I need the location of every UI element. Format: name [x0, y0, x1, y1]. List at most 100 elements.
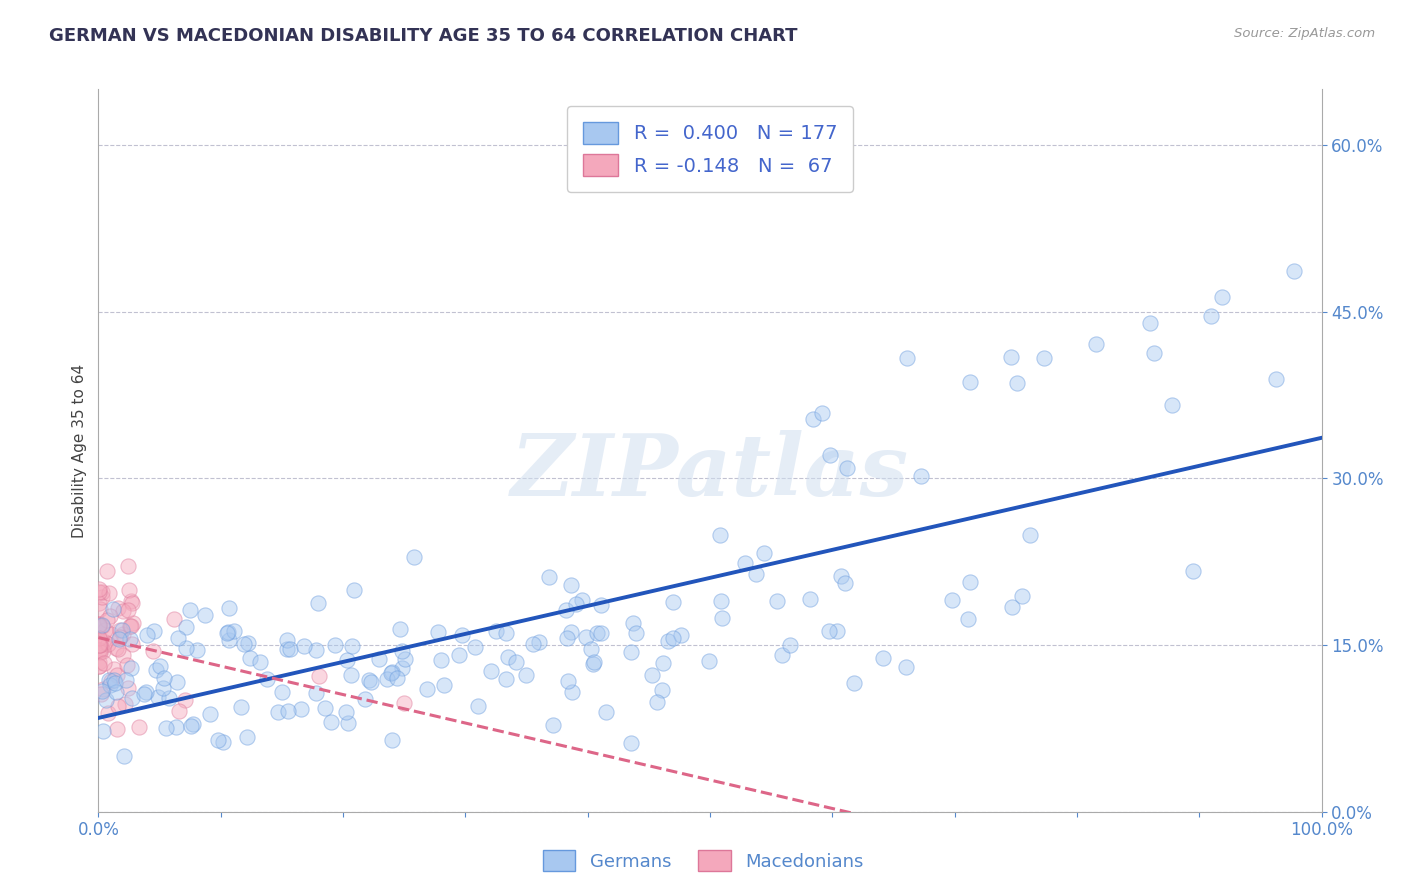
Point: [89, 638, 111, 652]
Point: [87, 616, 110, 631]
Point: [391, 644, 413, 658]
Point: [94, 635, 117, 649]
Point: [120, 619, 142, 633]
Point: [391, 661, 413, 675]
Point: [142, 644, 165, 658]
Point: [89, 602, 111, 616]
Point: [495, 625, 517, 640]
Point: [505, 655, 527, 669]
Point: [709, 528, 731, 542]
Point: [118, 632, 141, 646]
Point: [118, 583, 141, 598]
Point: [818, 448, 841, 462]
Point: [381, 665, 404, 679]
Point: [233, 636, 256, 650]
Point: [711, 611, 734, 625]
Point: [1005, 376, 1028, 390]
Point: [186, 643, 208, 657]
Point: [236, 730, 259, 744]
Point: [149, 658, 172, 673]
Point: [104, 676, 127, 690]
Point: [515, 668, 537, 682]
Point: [87, 618, 110, 632]
Point: [595, 705, 617, 719]
Point: [564, 598, 586, 612]
Point: [111, 623, 134, 637]
Point: [174, 693, 197, 707]
Point: [581, 657, 603, 671]
Point: [697, 655, 720, 669]
Point: [1161, 398, 1184, 412]
Point: [766, 594, 789, 608]
Point: [121, 596, 143, 610]
Point: [872, 651, 894, 665]
Point: [557, 674, 579, 689]
Point: [554, 603, 576, 617]
Point: [107, 699, 129, 714]
Point: [87, 631, 110, 645]
Point: [91, 618, 114, 632]
Point: [145, 663, 167, 677]
Point: [620, 736, 643, 750]
Point: [256, 672, 278, 686]
Point: [87, 642, 110, 657]
Point: [91, 644, 114, 658]
Point: [314, 700, 336, 714]
Point: [380, 666, 402, 681]
Point: [1199, 309, 1222, 323]
Point: [271, 685, 294, 699]
Point: [620, 645, 643, 659]
Point: [166, 675, 188, 690]
Point: [115, 657, 138, 672]
Point: [662, 631, 685, 645]
Point: [941, 593, 963, 607]
Point: [91, 681, 114, 696]
Point: [1032, 351, 1054, 365]
Point: [959, 375, 981, 389]
Point: [770, 648, 793, 662]
Point: [669, 628, 692, 642]
Point: [451, 628, 474, 642]
Point: [97, 673, 120, 688]
Point: [640, 667, 662, 681]
Point: [799, 591, 821, 606]
Y-axis label: Disability Age 35 to 64: Disability Age 35 to 64: [72, 363, 87, 538]
Point: [353, 692, 375, 706]
Point: [89, 643, 111, 657]
Point: [290, 702, 312, 716]
Point: [121, 637, 143, 651]
Point: [222, 624, 245, 639]
Point: [155, 721, 177, 735]
Point: [575, 630, 598, 644]
Point: [381, 732, 404, 747]
Point: [388, 622, 411, 636]
Point: [105, 667, 128, 681]
Point: [97, 637, 120, 651]
Point: [103, 673, 125, 687]
Point: [111, 626, 134, 640]
Point: [91, 585, 114, 599]
Point: [621, 616, 644, 631]
Point: [896, 351, 918, 365]
Point: [174, 641, 197, 656]
Point: [93, 656, 115, 670]
Point: [104, 685, 127, 699]
Point: [1000, 351, 1022, 365]
Text: Source: ZipAtlas.com: Source: ZipAtlas.com: [1234, 27, 1375, 40]
Point: [91, 724, 114, 739]
Point: [218, 600, 240, 615]
Point: [157, 690, 180, 705]
Point: [120, 660, 142, 674]
Point: [153, 671, 176, 685]
Point: [467, 698, 489, 713]
Point: [87, 582, 110, 596]
Text: GERMAN VS MACEDONIAN DISABILITY AGE 35 TO 64 CORRELATION CHART: GERMAN VS MACEDONIAN DISABILITY AGE 35 T…: [49, 27, 797, 45]
Point: [392, 697, 416, 711]
Point: [710, 593, 733, 607]
Point: [560, 625, 582, 640]
Point: [1018, 528, 1040, 542]
Point: [810, 406, 832, 420]
Point: [111, 604, 134, 618]
Point: [229, 700, 252, 714]
Point: [835, 460, 858, 475]
